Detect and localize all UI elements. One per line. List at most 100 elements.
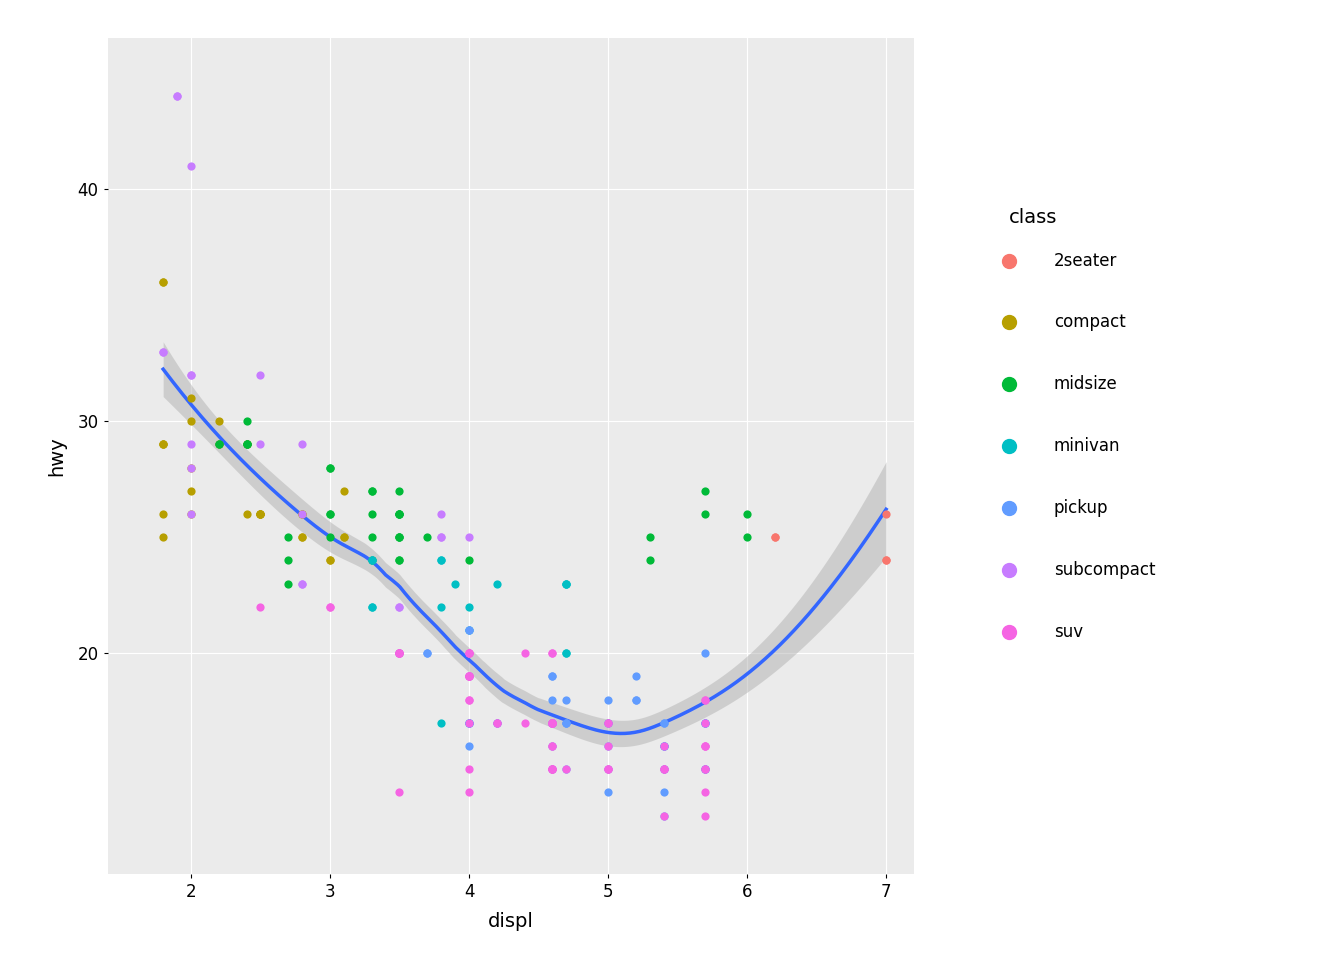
Point: [250, 506, 271, 521]
Point: [320, 460, 341, 475]
Point: [765, 530, 786, 545]
Point: [388, 506, 410, 521]
Point: [597, 715, 618, 731]
Point: [458, 715, 480, 731]
Point: [875, 553, 896, 568]
Point: [152, 344, 173, 359]
Point: [388, 483, 410, 498]
Point: [695, 506, 716, 521]
Point: [180, 483, 202, 498]
Point: [235, 437, 257, 452]
Point: [653, 761, 675, 777]
Point: [235, 437, 257, 452]
Point: [513, 715, 535, 731]
Text: midsize: midsize: [1054, 375, 1117, 394]
Point: [180, 506, 202, 521]
Point: [180, 460, 202, 475]
Point: [695, 784, 716, 800]
Point: [180, 367, 202, 382]
Point: [320, 553, 341, 568]
Point: [320, 599, 341, 614]
Point: [250, 367, 271, 382]
Point: [542, 761, 563, 777]
Point: [362, 483, 383, 498]
Point: [695, 715, 716, 731]
Point: [320, 506, 341, 521]
Point: [458, 692, 480, 708]
Point: [388, 645, 410, 660]
Point: [625, 669, 646, 684]
Point: [695, 715, 716, 731]
Point: [638, 530, 660, 545]
Point: [180, 460, 202, 475]
Point: [695, 761, 716, 777]
Point: [737, 506, 758, 521]
Point: [430, 553, 452, 568]
Point: [458, 622, 480, 637]
Point: [555, 715, 577, 731]
Point: [597, 715, 618, 731]
Point: [362, 553, 383, 568]
Point: [388, 645, 410, 660]
Point: [152, 437, 173, 452]
Point: [388, 645, 410, 660]
Point: [167, 88, 188, 104]
Point: [235, 414, 257, 429]
Point: [180, 367, 202, 382]
Point: [250, 506, 271, 521]
Point: [235, 506, 257, 521]
Text: pickup: pickup: [1054, 499, 1109, 517]
Point: [597, 761, 618, 777]
Point: [542, 645, 563, 660]
Point: [458, 669, 480, 684]
Point: [542, 715, 563, 731]
Point: [458, 738, 480, 754]
Text: compact: compact: [1054, 314, 1125, 331]
Text: suv: suv: [1054, 623, 1083, 640]
Point: [417, 530, 438, 545]
Point: [555, 715, 577, 731]
Point: [597, 761, 618, 777]
Point: [555, 576, 577, 591]
Point: [430, 530, 452, 545]
Point: [417, 645, 438, 660]
Point: [597, 784, 618, 800]
Text: minivan: minivan: [1054, 437, 1120, 455]
Text: class: class: [1008, 208, 1056, 227]
Point: [388, 784, 410, 800]
Point: [542, 715, 563, 731]
Point: [597, 692, 618, 708]
Point: [292, 437, 313, 452]
Point: [653, 808, 675, 824]
Point: [388, 645, 410, 660]
Point: [653, 761, 675, 777]
Point: [320, 530, 341, 545]
Point: [388, 553, 410, 568]
Point: [542, 715, 563, 731]
Point: [542, 738, 563, 754]
Point: [542, 715, 563, 731]
Point: [458, 669, 480, 684]
Point: [250, 506, 271, 521]
Point: [152, 437, 173, 452]
Point: [250, 506, 271, 521]
Point: [653, 808, 675, 824]
Point: [208, 437, 230, 452]
Point: [320, 506, 341, 521]
Point: [152, 530, 173, 545]
Point: [152, 275, 173, 290]
Point: [542, 738, 563, 754]
Point: [542, 738, 563, 754]
Point: [458, 715, 480, 731]
Point: [695, 808, 716, 824]
Point: [458, 669, 480, 684]
Point: [695, 761, 716, 777]
Point: [458, 645, 480, 660]
Point: [695, 761, 716, 777]
Point: [555, 761, 577, 777]
Point: [362, 483, 383, 498]
Point: [417, 645, 438, 660]
Point: [388, 599, 410, 614]
Point: [542, 715, 563, 731]
Point: [362, 506, 383, 521]
